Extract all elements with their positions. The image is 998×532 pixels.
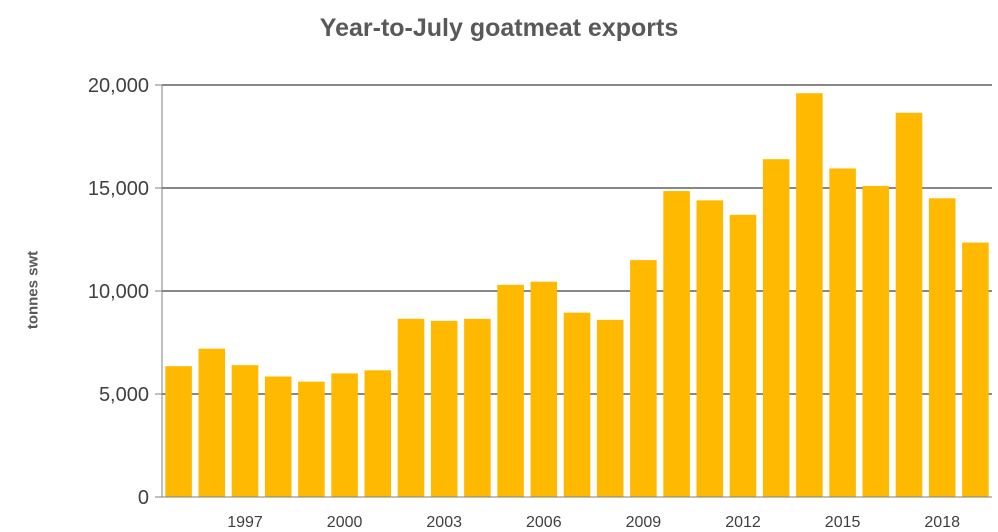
x-tick-label: 2015	[825, 514, 861, 531]
y-tick-label: 0	[138, 487, 149, 509]
chart-title: Year-to-July goatmeat exports	[319, 14, 679, 42]
bar-1999	[298, 381, 325, 497]
bar-2006	[530, 281, 558, 497]
x-tick-label: 2003	[426, 514, 462, 531]
bar-2003	[430, 320, 458, 497]
bar-2004	[464, 318, 491, 497]
bar-2007	[563, 312, 591, 497]
x-tick-label: 2000	[327, 514, 363, 531]
x-tick-labels: 1997 2000 2003 2006 2009 2012 2015 2018	[227, 514, 960, 531]
x-tick-label: 2012	[725, 514, 761, 531]
x-tick-label: 2006	[526, 514, 562, 531]
bars	[165, 93, 989, 498]
bar-2013	[762, 159, 790, 497]
y-tick-label: 15,000	[88, 178, 149, 200]
bar-1995	[165, 366, 192, 497]
x-tick-label: 1997	[227, 514, 263, 531]
bar-2015	[829, 168, 856, 497]
y-tick-label: 5,000	[99, 384, 149, 406]
axes	[155, 84, 992, 498]
y-tick-label: 20,000	[88, 75, 149, 97]
y-tick-label: 10,000	[88, 281, 149, 303]
bar-2000	[331, 373, 358, 497]
bar-2011	[696, 200, 724, 498]
bar-2017	[895, 112, 923, 497]
bar-2002	[397, 318, 425, 497]
bar-1998	[264, 376, 292, 497]
bar-2009	[630, 260, 657, 497]
bar-2001	[364, 370, 392, 497]
x-tick-label: 2009	[626, 514, 662, 531]
bar-2005	[497, 284, 524, 497]
bar-1997	[231, 365, 259, 497]
bar-2019	[962, 242, 989, 497]
bar-2018	[928, 198, 956, 498]
y-tick-labels: 0 5,000 10,000 15,000 20,000	[88, 75, 149, 509]
bar-2010	[663, 191, 690, 497]
bar-2008	[596, 319, 624, 497]
bar-1996	[198, 348, 226, 497]
x-tick-label: 2018	[924, 514, 960, 531]
bar-2016	[862, 185, 890, 497]
bar-2012	[729, 214, 757, 497]
bar-2014	[796, 93, 823, 498]
